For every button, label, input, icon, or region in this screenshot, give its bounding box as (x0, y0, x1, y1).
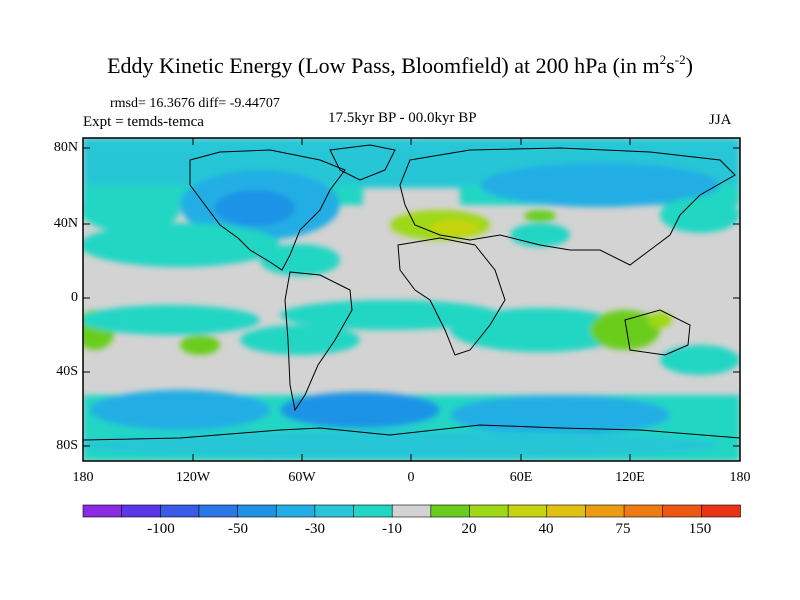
colorbar-swatch (159, 504, 200, 518)
field-southern-mid (660, 345, 740, 375)
colorbar (82, 504, 741, 518)
period-label: 17.5kyr BP - 00.0kyr BP (328, 110, 477, 126)
field-mediterranean-core (430, 220, 480, 236)
colorbar-swatch (623, 504, 664, 518)
colorbar-swatch (430, 504, 471, 518)
x-label-60e: 60E (509, 470, 533, 485)
colorbar-label: -10 (382, 521, 402, 537)
plot-title-end: ) (685, 53, 693, 78)
plot-title-mid: s (666, 53, 675, 78)
colorbar-swatch (546, 504, 587, 518)
x-label-60w: 60W (288, 470, 316, 485)
colorbar-swatch (585, 504, 625, 518)
colorbar-swatch (662, 504, 703, 518)
field-pacific-north (83, 188, 180, 232)
map-field (83, 138, 740, 461)
colorbar-swatch (507, 504, 548, 518)
field-southern-ocean-3 (450, 395, 670, 435)
colorbar-swatch (353, 504, 393, 518)
x-label-120w: 120W (175, 470, 211, 485)
field-south-america-east (240, 325, 360, 355)
coastlines (83, 144, 740, 441)
y-label-80n: 80N (53, 140, 78, 155)
anomaly-field (83, 138, 740, 461)
field-indian-ocean (450, 308, 630, 352)
field-north-america-core (215, 190, 295, 226)
colorbar-swatch (701, 504, 741, 518)
coast-eurasia (399, 147, 736, 266)
field-south-atlantic (280, 300, 500, 330)
field-pacific-subtropics (83, 223, 280, 267)
colorbar-label: -30 (305, 521, 325, 537)
plot-title-sup1: 2 (659, 52, 667, 67)
colorbar-swatch (469, 504, 509, 518)
y-label-40n: 40N (53, 216, 78, 231)
field-australia-pos (590, 310, 660, 350)
y-label-80s: 80S (56, 438, 78, 453)
coast-antarctica (83, 424, 740, 441)
colorbar-label: 75 (615, 521, 631, 537)
field-central-asia-pos (524, 210, 556, 222)
season-label: JJA (709, 112, 732, 128)
field-southern-ocean-2 (280, 392, 440, 428)
colorbar-swatch (314, 504, 355, 518)
colorbar-swatch (237, 504, 278, 518)
plot-title: Eddy Kinetic Energy (Low Pass, Bloomfiel… (0, 52, 800, 79)
colorbar-swatch (121, 504, 162, 518)
field-asia-band (480, 163, 720, 207)
colorbar-label: -50 (228, 521, 248, 537)
x-label-120e: 120E (615, 470, 645, 485)
field-arabia (510, 223, 570, 247)
coast-north-america (189, 149, 346, 271)
stats-text: rmsd= 16.3676 diff= -9.44707 (110, 96, 280, 111)
coast-australia (624, 309, 691, 356)
colorbar-swatch (82, 504, 123, 518)
y-label-0: 0 (71, 290, 78, 305)
x-label-180e: 180 (729, 470, 751, 485)
field-south-pacific (180, 335, 220, 355)
coast-greenland (329, 144, 396, 181)
field-northeast-pacific (660, 197, 740, 233)
plot-title-sup2: -2 (674, 52, 686, 67)
colorbar-label: 20 (461, 521, 477, 537)
field-antarctic (83, 431, 720, 459)
colorbar-label: 150 (688, 521, 712, 537)
field-southern-ocean-1 (90, 390, 270, 430)
colorbar-swatch (198, 504, 239, 518)
colorbar-label: 40 (538, 521, 554, 537)
y-label-40s: 40S (56, 364, 78, 379)
colorbar-swatch (275, 504, 316, 518)
colorbar-label: -100 (147, 521, 175, 537)
colorbar-swatch (391, 504, 432, 518)
coast-africa (397, 237, 506, 356)
map-ticks (83, 138, 740, 461)
coast-south-america (284, 271, 353, 412)
x-label-0: 0 (407, 470, 415, 485)
field-atlantic-subtropics (260, 244, 340, 276)
field-tropical-pacific-band (83, 305, 260, 335)
plot-title-main: Eddy Kinetic Energy (Low Pass, Bloomfiel… (107, 53, 660, 78)
x-label-180w: 180 (72, 470, 94, 485)
field-australia-core (648, 312, 672, 328)
experiment-label: Expt = temds-temca (83, 114, 204, 130)
